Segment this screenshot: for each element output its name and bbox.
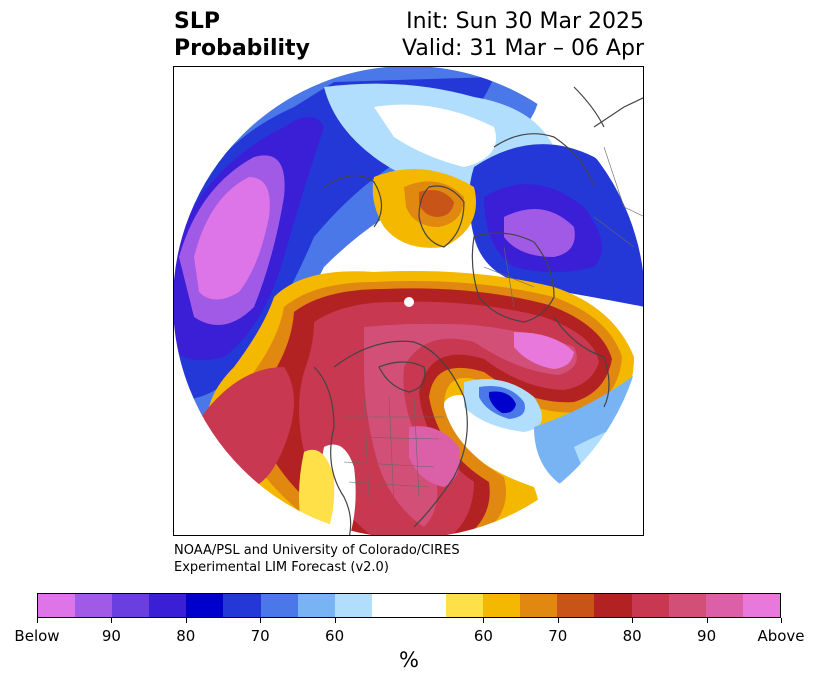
valid-range: Valid: 31 Mar – 06 Apr: [402, 36, 644, 61]
colorbar-tick-label: 60: [473, 627, 493, 645]
colorbar: [37, 593, 781, 618]
colorbar-tick-label: Above: [757, 627, 805, 645]
colorbar-segment: [371, 594, 409, 617]
colorbar-tick-mark: [185, 618, 187, 623]
colorbar-tick-mark: [111, 618, 113, 623]
colorbar-tick-label: 70: [250, 627, 270, 645]
colorbar-segment: [149, 594, 187, 617]
colorbar-tick-mark: [557, 618, 559, 623]
colorbar-segment: [260, 594, 298, 617]
polar-stereographic-map: [174, 67, 643, 535]
title-variable: SLP: [174, 9, 220, 34]
colorbar-segment: [446, 594, 484, 617]
colorbar-segment: [594, 594, 632, 617]
north-pole-marker: [404, 297, 414, 307]
title-product: Probability: [174, 36, 310, 61]
coastlines: [313, 86, 643, 535]
colorbar-tick-mark: [260, 618, 262, 623]
colorbar-segment: [668, 594, 706, 617]
colorbar-segment: [38, 594, 76, 617]
political-borders: [343, 146, 643, 508]
colorbar-segment: [334, 594, 372, 617]
colorbar-tick-label: 90: [697, 627, 717, 645]
colorbar-segment: [75, 594, 113, 617]
colorbar-tick-label: 80: [622, 627, 642, 645]
colorbar-tick-label: 90: [101, 627, 121, 645]
credit-line-1: NOAA/PSL and University of Colorado/CIRE…: [174, 543, 460, 558]
colorbar-segment: [631, 594, 669, 617]
map-title: SLP Probability: [174, 8, 310, 62]
colorbar-tick-label: 60: [325, 627, 345, 645]
colorbar-tick-mark: [37, 618, 38, 623]
colorbar-tick-mark: [334, 618, 336, 623]
colorbar-segment: [520, 594, 558, 617]
forecast-dates: Init: Sun 30 Mar 2025 Valid: 31 Mar – 06…: [402, 8, 644, 62]
colorbar-segment: [557, 594, 595, 617]
colorbar-tick-label: 70: [548, 627, 568, 645]
polar-map-panel: [173, 66, 644, 536]
credit-text: NOAA/PSL and University of Colorado/CIRE…: [174, 542, 460, 576]
colorbar-tick-mark: [781, 618, 782, 623]
colorbar-segment: [483, 594, 521, 617]
colorbar-segment: [742, 594, 780, 617]
colorbar-segment: [223, 594, 261, 617]
colorbar-unit-label: %: [399, 648, 419, 672]
colorbar-tick-mark: [632, 618, 634, 623]
colorbar-segment: [186, 594, 224, 617]
colorbar-tick-mark: [706, 618, 708, 623]
credit-line-2: Experimental LIM Forecast (v2.0): [174, 560, 389, 575]
colorbar-segment: [705, 594, 743, 617]
colorbar-tick-label: Below: [14, 627, 60, 645]
colorbar-segment: [297, 594, 335, 617]
init-date: Init: Sun 30 Mar 2025: [406, 9, 644, 34]
colorbar-segment: [408, 594, 447, 617]
colorbar-tick-mark: [483, 618, 485, 623]
colorbar-segment: [112, 594, 150, 617]
colorbar-tick-label: 80: [176, 627, 196, 645]
